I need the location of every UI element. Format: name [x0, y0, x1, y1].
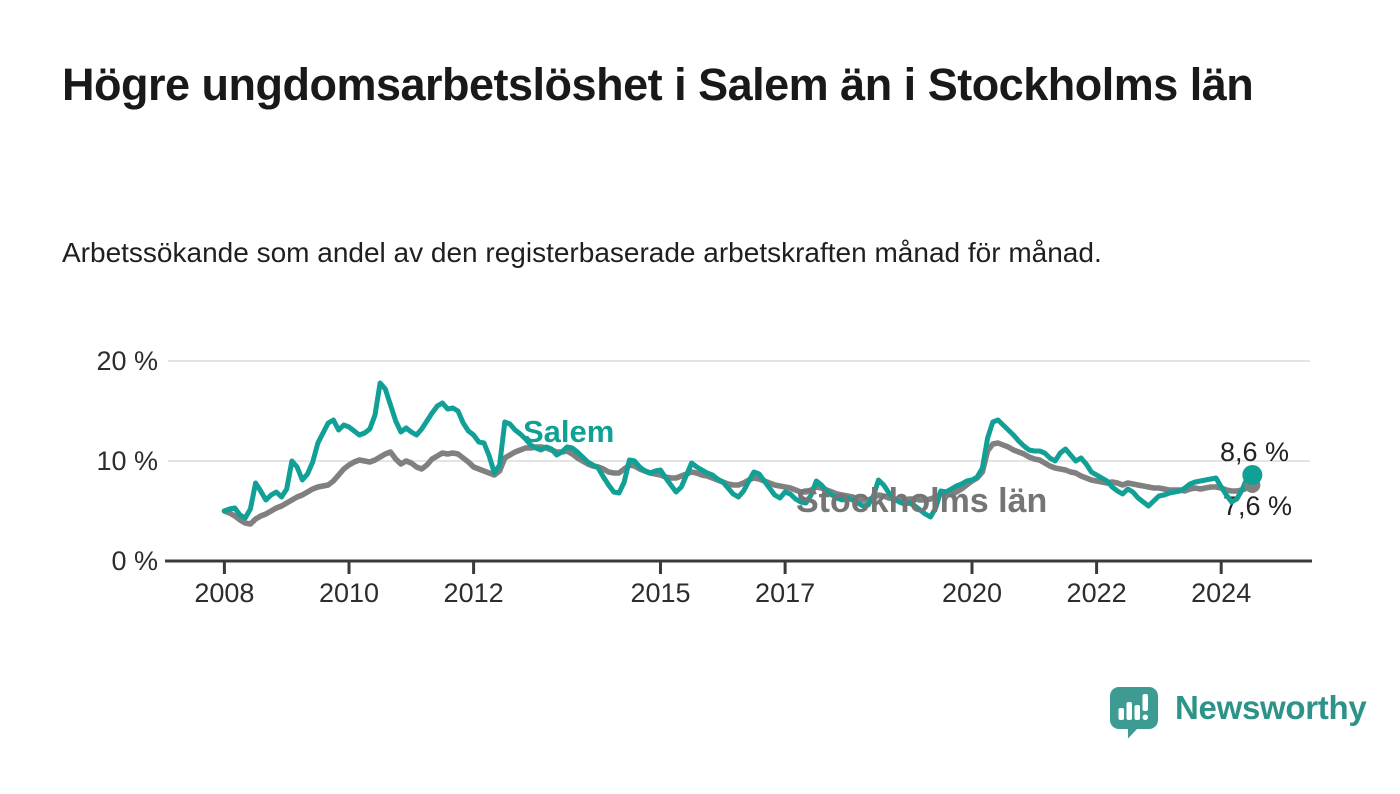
newsworthy-logo: Newsworthy: [1109, 686, 1367, 739]
bar-chart-speech-bubble-icon: [1110, 687, 1158, 739]
y-tick-label: 0 %: [111, 546, 158, 576]
end-value-stockholms-lan: 7,6 %: [1223, 491, 1293, 521]
end-value-salem: 8,6 %: [1220, 437, 1290, 467]
series-line-0: [221, 380, 1255, 521]
x-tick-label: 2020: [941, 578, 1003, 608]
line-chart: 8,6 % 7,6 % Salem Stockholms län 2008 201…: [96, 346, 1312, 608]
newsworthy-wordmark: Newsworthy: [1175, 689, 1367, 726]
x-tick-label: 2015: [630, 578, 691, 608]
x-tick-label: 2024: [1191, 578, 1252, 608]
series-label-salem: Salem: [523, 414, 615, 449]
x-tick-label: 2017: [755, 578, 816, 608]
x-tick-label: 2012: [443, 578, 504, 608]
x-tick-label: 2022: [1066, 578, 1127, 608]
chart-data-layer: [221, 380, 1263, 527]
chart-title: Högre ungdomsarbetslöshet i Salem än i S…: [62, 59, 1254, 110]
chart-subtitle: Arbetssökande som andel av den registerb…: [62, 237, 1102, 268]
latest-point-dot: [1242, 465, 1263, 485]
y-tick-label: 10 %: [96, 446, 158, 476]
y-tick-label: 20 %: [96, 346, 158, 376]
x-tick-label: 2008: [194, 578, 255, 608]
x-tick-label: 2010: [318, 578, 380, 608]
series-line-1: [221, 440, 1256, 527]
series-label-stockholms-lan: Stockholms län: [796, 482, 1048, 520]
